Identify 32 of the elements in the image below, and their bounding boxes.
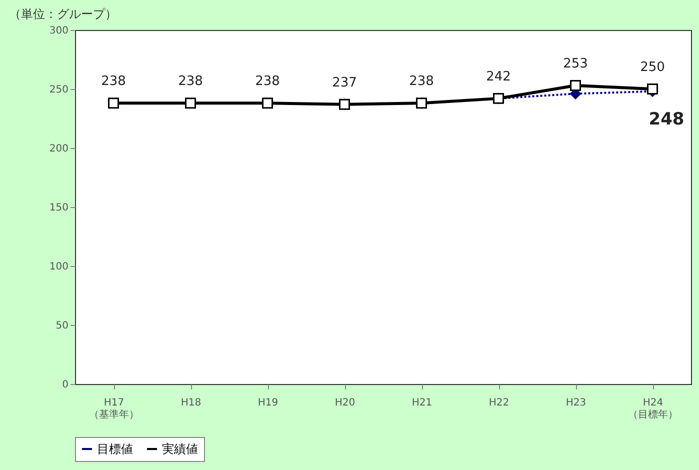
y-tick-label: 100 (49, 262, 68, 272)
data-label: 238 (101, 74, 126, 90)
data-label: 237 (332, 75, 357, 90)
y-tick-label: 200 (49, 144, 68, 154)
y-tick-label: 250 (49, 84, 68, 96)
data-label: 250 (640, 60, 665, 75)
data-label: 253 (563, 56, 588, 72)
data-label: 242 (486, 69, 511, 84)
x-tick-label: H24 （目標年） (628, 398, 678, 420)
legend-label: 実績値 (162, 442, 198, 456)
y-tick-label: 0 (62, 380, 68, 390)
data-label: 238 (255, 74, 280, 90)
x-tick-label: H18 (180, 398, 202, 408)
y-axis-title: （単位：グループ） (8, 7, 117, 21)
x-tick-label: H19 (258, 398, 278, 408)
legend-label: 目標値 (97, 442, 133, 456)
x-tick-label: H20 (334, 398, 356, 408)
y-tick-label: 300 (49, 26, 68, 36)
x-tick-label: H21 (412, 398, 432, 408)
data-label: 238 (409, 74, 434, 90)
point (262, 98, 273, 109)
y-tick-label: 150 (49, 202, 68, 214)
point (185, 98, 196, 109)
data-label: 248 (648, 109, 684, 130)
data-label: 238 (178, 74, 203, 90)
x-tick-label: H23 (566, 398, 586, 408)
x-tick-label: H22 (488, 398, 510, 408)
point (647, 84, 658, 94)
point (570, 80, 581, 91)
y-tick-label: 50 (56, 320, 68, 332)
point (108, 98, 119, 109)
x-tick-label: H17 （基準年） (89, 398, 139, 420)
